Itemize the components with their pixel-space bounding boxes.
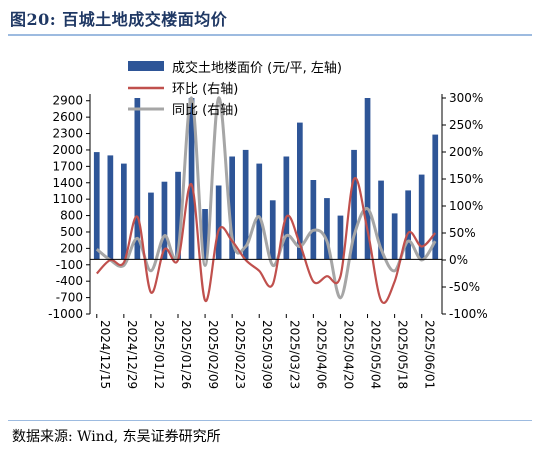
left-tick-label: -700 xyxy=(56,291,83,305)
right-tick-label: 0% xyxy=(449,253,468,267)
bar xyxy=(202,209,208,260)
bar xyxy=(175,171,181,260)
bar-series-group xyxy=(93,98,439,260)
bar xyxy=(297,122,303,260)
axes-group: 2900 2600 2300 2000 1700 1400 1100 800 500 200 -10… xyxy=(48,91,488,389)
bar xyxy=(432,134,439,260)
mom-series-line xyxy=(95,176,437,304)
left-tick-label: 500 xyxy=(60,225,83,239)
right-tick-label: 50% xyxy=(449,226,476,240)
source-note: 数据来源: Wind, 东吴证券研究所 xyxy=(12,429,221,445)
bar xyxy=(405,190,411,260)
x-tick-label: 2025/02/23 xyxy=(233,320,247,389)
left-tick-label: 200 xyxy=(60,241,83,255)
left-tick-label: 2000 xyxy=(52,143,83,157)
right-tick-label: 150% xyxy=(449,172,483,186)
left-tick-label: -400 xyxy=(56,274,83,288)
right-tick-label: 300% xyxy=(449,91,483,105)
x-tick-label: 2024/12/29 xyxy=(125,320,139,389)
x-tick-label: 2025/05/18 xyxy=(396,320,410,389)
x-tick-label: 2025/01/12 xyxy=(152,320,166,389)
legend: 成交土地楼面价 (元/平, 左轴) 环比 (右轴) 同比 (右轴) xyxy=(128,60,342,118)
x-tick-label: 2025/06/01 xyxy=(423,320,437,389)
left-tick-label: 1700 xyxy=(52,159,83,173)
bar xyxy=(93,152,100,260)
bar xyxy=(161,181,168,260)
bar xyxy=(121,163,127,260)
left-tick-label: 2600 xyxy=(52,110,83,124)
bar xyxy=(364,98,371,260)
bar xyxy=(391,213,398,260)
bar xyxy=(134,98,141,260)
left-tick-label: 800 xyxy=(60,209,83,223)
x-tick-label: 2025/04/06 xyxy=(314,320,328,389)
left-tick-label: 1400 xyxy=(52,176,83,190)
bar xyxy=(148,192,154,260)
x-tick-label: 2025/04/20 xyxy=(341,320,355,389)
footer-divider xyxy=(8,420,532,421)
bar xyxy=(378,180,384,260)
bar xyxy=(337,215,344,260)
bar xyxy=(324,198,330,260)
line-series-group xyxy=(95,96,437,304)
x-tick-label: 2025/01/26 xyxy=(179,320,193,389)
bar xyxy=(242,149,249,260)
bar xyxy=(310,180,317,260)
bar xyxy=(351,149,357,260)
legend-label: 环比 (右轴) xyxy=(172,82,238,97)
bar xyxy=(107,155,114,260)
legend-label: 同比 (右轴) xyxy=(172,103,238,118)
left-tick-label: -1000 xyxy=(48,307,83,321)
bar xyxy=(269,200,276,260)
title-divider xyxy=(8,34,532,36)
left-tick-label: -100 xyxy=(56,258,83,272)
right-tick-label: -100% xyxy=(449,307,488,321)
left-tick-label: 2900 xyxy=(52,94,83,108)
right-tick-label: -50% xyxy=(449,280,480,294)
x-tick-label: 2025/05/04 xyxy=(369,320,383,389)
yoy-series-line xyxy=(95,96,437,300)
x-tick-label: 2025/02/09 xyxy=(206,320,220,389)
right-tick-label: 200% xyxy=(449,145,483,159)
bar xyxy=(188,98,195,260)
left-tick-label: 2300 xyxy=(52,127,83,141)
bar xyxy=(215,185,222,260)
right-tick-label: 250% xyxy=(449,118,483,132)
bar xyxy=(229,156,235,260)
legend-label: 成交土地楼面价 (元/平, 左轴) xyxy=(172,60,342,76)
right-tick-label: 100% xyxy=(449,199,483,213)
x-tick-label: 2025/03/23 xyxy=(287,320,301,389)
left-tick-label: 1100 xyxy=(52,192,83,206)
bar xyxy=(256,163,263,260)
legend-swatch-bar xyxy=(128,61,164,71)
x-tick-label: 2024/12/15 xyxy=(98,320,112,389)
bar xyxy=(418,174,425,260)
x-tick-label: 2025/03/09 xyxy=(260,320,274,389)
bar xyxy=(283,156,290,260)
figure-title: 图20: 百城土地成交楼面均价 xyxy=(10,10,228,29)
